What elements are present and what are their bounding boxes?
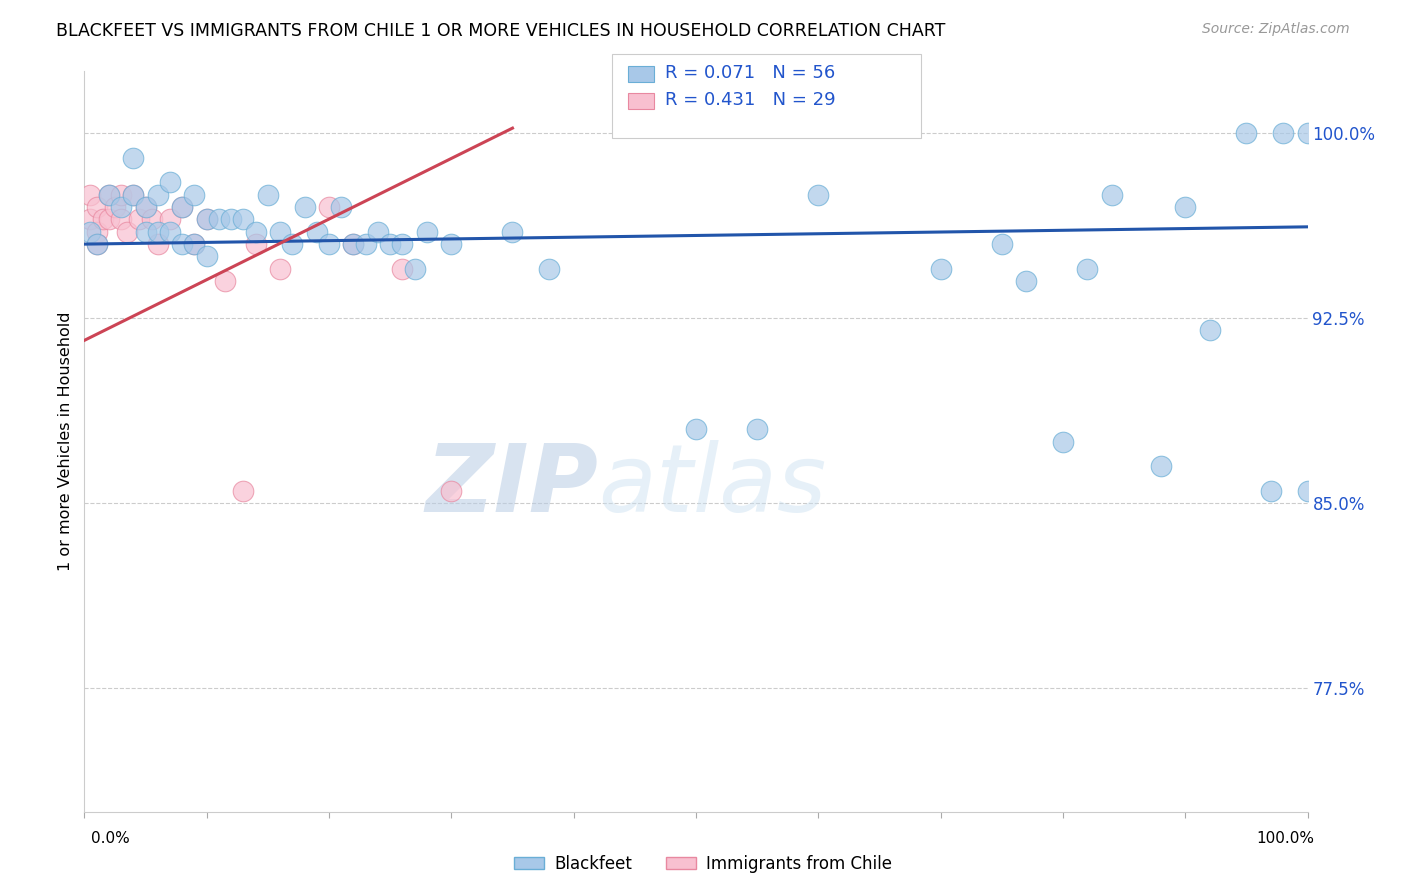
Point: [1236, 126, 1258, 140]
Point: [1015, 274, 1038, 288]
Point: [342, 237, 364, 252]
Point: [172, 200, 194, 214]
Point: [807, 187, 830, 202]
Point: [122, 187, 145, 202]
Point: [1296, 126, 1319, 140]
Point: [91, 212, 114, 227]
Point: [404, 261, 426, 276]
Point: [97, 212, 120, 227]
Point: [183, 237, 205, 252]
Point: [97, 187, 120, 202]
Point: [1076, 261, 1098, 276]
Point: [747, 422, 769, 436]
Point: [269, 225, 291, 239]
Point: [122, 187, 145, 202]
Text: 0.0%: 0.0%: [91, 831, 131, 846]
Point: [135, 200, 157, 214]
Point: [110, 212, 132, 227]
Y-axis label: 1 or more Vehicles in Household: 1 or more Vehicles in Household: [58, 312, 73, 571]
Point: [380, 237, 402, 252]
Point: [294, 200, 316, 214]
Point: [502, 225, 524, 239]
Point: [183, 237, 205, 252]
Point: [115, 225, 138, 239]
Point: [281, 237, 304, 252]
Point: [141, 212, 163, 227]
Point: [991, 237, 1014, 252]
Point: [1150, 459, 1173, 474]
Point: [354, 237, 377, 252]
Point: [110, 187, 132, 202]
Point: [86, 200, 108, 214]
Text: Source: ZipAtlas.com: Source: ZipAtlas.com: [1202, 22, 1350, 37]
Point: [269, 261, 291, 276]
Point: [146, 237, 169, 252]
Point: [330, 200, 353, 214]
Point: [257, 187, 280, 202]
Point: [172, 237, 194, 252]
Point: [183, 187, 205, 202]
Point: [538, 261, 561, 276]
Point: [146, 187, 169, 202]
Point: [1052, 434, 1074, 449]
Point: [97, 187, 120, 202]
Point: [232, 212, 254, 227]
Point: [342, 237, 364, 252]
Point: [245, 237, 267, 252]
Text: 100.0%: 100.0%: [1257, 831, 1315, 846]
Point: [305, 225, 328, 239]
Point: [86, 225, 108, 239]
Point: [86, 237, 108, 252]
Point: [1101, 187, 1123, 202]
Point: [1260, 483, 1282, 498]
Point: [86, 237, 108, 252]
Point: [391, 261, 413, 276]
Point: [219, 212, 242, 227]
Point: [318, 200, 340, 214]
Point: [159, 225, 181, 239]
Point: [391, 237, 413, 252]
Point: [146, 225, 169, 239]
Point: [122, 151, 145, 165]
Point: [440, 483, 463, 498]
Point: [318, 237, 340, 252]
Point: [416, 225, 439, 239]
Point: [214, 274, 236, 288]
Point: [245, 225, 267, 239]
Text: R = 0.431   N = 29: R = 0.431 N = 29: [665, 91, 835, 109]
Point: [195, 212, 218, 227]
Text: BLACKFEET VS IMMIGRANTS FROM CHILE 1 OR MORE VEHICLES IN HOUSEHOLD CORRELATION C: BLACKFEET VS IMMIGRANTS FROM CHILE 1 OR …: [56, 22, 946, 40]
Point: [1296, 483, 1319, 498]
Point: [208, 212, 231, 227]
Point: [1198, 323, 1220, 337]
Point: [128, 212, 150, 227]
Legend: Blackfeet, Immigrants from Chile: Blackfeet, Immigrants from Chile: [508, 848, 898, 880]
Point: [159, 212, 181, 227]
Point: [79, 187, 101, 202]
Point: [104, 200, 127, 214]
Point: [79, 212, 101, 227]
Point: [79, 225, 101, 239]
Point: [685, 422, 707, 436]
Point: [440, 237, 463, 252]
Text: ZIP: ZIP: [425, 440, 598, 532]
Point: [232, 483, 254, 498]
Point: [135, 225, 157, 239]
Point: [195, 249, 218, 263]
Text: atlas: atlas: [598, 441, 827, 532]
Point: [1174, 200, 1197, 214]
Point: [110, 200, 132, 214]
Point: [1272, 126, 1295, 140]
Point: [135, 200, 157, 214]
Text: R = 0.071   N = 56: R = 0.071 N = 56: [665, 64, 835, 82]
Point: [172, 200, 194, 214]
Point: [929, 261, 952, 276]
Point: [367, 225, 389, 239]
Point: [159, 175, 181, 189]
Point: [195, 212, 218, 227]
